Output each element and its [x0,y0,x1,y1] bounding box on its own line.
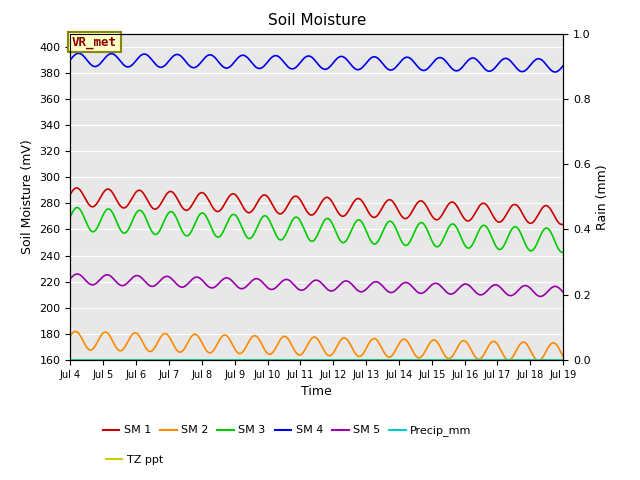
SM 3 [307,238,314,243]
Line: SM 5: SM 5 [70,274,563,297]
SM 2 [92,342,100,348]
SM 1 [307,212,314,217]
SM 5 [307,281,314,287]
TZ ppt [545,357,552,362]
TZ ppt [293,357,301,362]
Y-axis label: Rain (mm): Rain (mm) [596,164,609,229]
SM 2 [67,333,74,339]
Line: SM 3: SM 3 [70,207,563,252]
Precip_mm [545,357,553,363]
SM 5 [293,285,301,291]
SM 1 [558,222,566,228]
Precip_mm [293,357,301,363]
Precip_mm [545,357,552,363]
Precip_mm [454,357,462,363]
SM 4 [551,69,559,75]
SM 2 [72,328,79,334]
Legend: TZ ppt: TZ ppt [101,450,168,469]
TZ ppt [92,357,99,362]
SM 2 [534,358,542,363]
SM 3 [558,250,566,255]
SM 2 [559,354,567,360]
SM 2 [307,337,314,343]
SM 2 [545,343,553,349]
SM 4 [545,65,553,71]
X-axis label: Time: Time [301,385,332,398]
TZ ppt [545,357,553,362]
Line: SM 4: SM 4 [70,53,563,72]
SM 5 [545,287,553,293]
SM 4 [545,65,553,71]
SM 5 [455,286,463,291]
SM 4 [293,63,301,69]
SM 5 [537,294,545,300]
SM 3 [455,229,463,235]
SM 4 [559,63,567,69]
SM 3 [545,227,553,233]
SM 5 [545,287,553,293]
SM 3 [545,227,553,232]
SM 5 [559,289,567,295]
SM 1 [455,206,463,212]
SM 3 [92,227,100,233]
Precip_mm [92,357,99,363]
Text: VR_met: VR_met [72,36,117,48]
SM 5 [67,276,74,281]
Precip_mm [559,357,567,363]
SM 5 [74,271,81,277]
SM 1 [545,204,553,210]
SM 2 [455,342,463,348]
SM 4 [75,50,83,56]
SM 3 [559,249,567,255]
SM 1 [92,202,100,208]
SM 4 [307,53,314,59]
Title: Soil Moisture: Soil Moisture [268,13,366,28]
SM 1 [73,185,81,191]
Precip_mm [306,357,314,363]
SM 1 [559,221,567,227]
Precip_mm [67,357,74,363]
Line: SM 2: SM 2 [70,331,563,360]
SM 1 [293,194,301,200]
SM 1 [67,191,74,197]
SM 1 [545,204,553,210]
Y-axis label: Soil Moisture (mV): Soil Moisture (mV) [21,139,34,254]
TZ ppt [306,357,314,362]
SM 4 [92,63,100,69]
SM 2 [545,343,553,348]
SM 3 [67,214,74,219]
TZ ppt [67,357,74,362]
SM 3 [293,215,301,220]
SM 3 [73,204,81,210]
SM 2 [293,351,301,357]
SM 5 [92,281,100,287]
TZ ppt [559,357,567,362]
Line: SM 1: SM 1 [70,188,563,225]
TZ ppt [454,357,462,362]
SM 4 [67,57,74,62]
SM 4 [455,67,463,73]
